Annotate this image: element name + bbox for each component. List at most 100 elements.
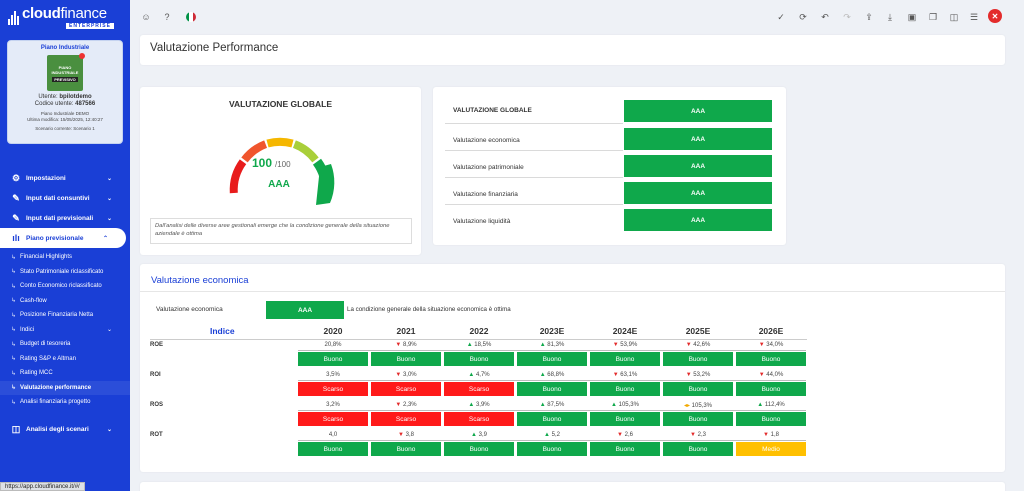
summary-label: Valutazione patrimoniale — [453, 164, 524, 171]
rating-badge: AAA — [624, 128, 772, 150]
sub-cash-flow[interactable]: ↳ Cash-flow — [11, 297, 47, 305]
sub-rating-sp[interactable]: ↳ Rating S&P e Altman — [11, 355, 76, 363]
rating-cell: Buono — [371, 352, 441, 366]
kpi-value: ▼ 63,1% — [612, 372, 638, 378]
copy-icon[interactable]: ❐ — [928, 11, 938, 22]
sub-arrow-icon: ↳ — [11, 370, 17, 377]
rating-cell: Scarso — [298, 412, 368, 426]
sub-indici[interactable]: ↳ Indici ⌄ — [11, 326, 112, 334]
sub-arrow-icon: ↳ — [11, 327, 17, 334]
italy-flag-icon[interactable] — [186, 12, 196, 22]
econ-rating-label: Valutazione economica — [156, 306, 223, 313]
rating-cell: Buono — [663, 382, 733, 396]
download-icon[interactable]: ⤓ — [888, 11, 892, 22]
trend-down-icon: ▼ — [395, 342, 403, 348]
check-icon[interactable]: ✓ — [777, 11, 785, 22]
columns-icon: ◫ — [11, 424, 21, 434]
rating-badge: AAA — [624, 100, 772, 122]
trend-down-icon: ▼ — [612, 372, 621, 378]
kpi-value: ▲ 5,2 — [544, 432, 560, 438]
logo-thin: finance — [60, 5, 108, 22]
nav-analisi-scenari[interactable]: ◫ Analisi degli scenari ⌄ — [0, 420, 130, 440]
user-code: 487566 — [75, 101, 96, 107]
nav-label: Piano previsionale — [26, 234, 84, 242]
code-line: Codice utente: 487566 — [34, 101, 96, 107]
column-header-year: 2026E — [758, 326, 784, 336]
sub-arrow-icon: ↳ — [11, 312, 17, 319]
gauge-max: /100 — [275, 160, 291, 169]
nav-piano-previsionale[interactable]: ılı Piano previsionale ⌃ — [0, 228, 126, 248]
rating-cell: Buono — [663, 352, 733, 366]
nav-label: Input dati consuntivi — [26, 194, 90, 202]
current-scenario: Scenario corrente: Scenario 1 — [35, 126, 95, 131]
kpi-value: ▼ 8,9% — [395, 342, 417, 348]
rating-cell: Buono — [590, 442, 660, 456]
sub-pfn[interactable]: ↳ Posizione Finanziaria Netta — [11, 312, 94, 319]
rating-cell: Buono — [590, 382, 660, 396]
row-divider — [298, 410, 806, 411]
rating-cell: Buono — [590, 352, 660, 366]
trend-up-icon: ▲ — [544, 432, 552, 438]
page-title: Valutazione Performance — [140, 35, 1005, 65]
sub-stato-patrimoniale[interactable]: ↳ Stato Patrimoniale riclassificato — [11, 268, 104, 276]
chevron-down-icon: ⌄ — [106, 427, 112, 433]
nav-impostazioni[interactable]: ⚙ Impostazioni ⌄ — [0, 168, 130, 188]
sub-arrow-icon: ↳ — [11, 254, 17, 261]
column-header-year: 2024E — [612, 326, 638, 336]
summary-label: Valutazione economica — [453, 137, 520, 144]
summary-row-finanziaria: Valutazione finanziaria AAA — [433, 181, 786, 208]
gear-icon: ⚙ — [11, 172, 21, 183]
notes-icon[interactable]: ☰ — [969, 11, 979, 22]
nav-label: Input dati previsionali — [26, 214, 94, 222]
thumb-line-2: INDUSTRIALE — [51, 69, 79, 75]
trend-down-icon: ▼ — [690, 432, 698, 438]
undo-icon[interactable]: ↶ — [821, 11, 829, 22]
chevron-down-icon: ⌄ — [106, 195, 112, 202]
edit-icon: ✎ — [12, 192, 20, 203]
kpi-value: ▲ 105,3% — [611, 402, 639, 408]
global-rating-panel: VALUTAZIONE GLOBALE 100 /100 AAA Dall'an… — [140, 87, 421, 255]
gauge-chart: 100 /100 AAA — [229, 137, 335, 205]
upload-icon[interactable]: ⇪ — [865, 11, 873, 22]
sub-arrow-icon: ↳ — [11, 341, 17, 348]
summary-row-economica: Valutazione economica AAA — [433, 127, 786, 154]
rating-badge: AAA — [624, 209, 772, 231]
rating-cell: Buono — [736, 412, 806, 426]
nav-input-consuntivi[interactable]: ✎ Input dati consuntivi ⌄ — [0, 188, 130, 208]
help-icon[interactable]: ? — [164, 12, 170, 22]
rating-cell: Buono — [444, 352, 514, 366]
plan-card: Piano Industriale PIANO INDUSTRIALE PREV… — [7, 40, 123, 144]
gauge-title: VALUTAZIONE GLOBALE — [228, 99, 333, 109]
logo-sub: ENTERPRISE — [66, 23, 114, 29]
sub-rating-mcc[interactable]: ↳ Rating MCC — [11, 370, 53, 377]
sub-valutazione-performance[interactable]: ↳ Valutazione performance — [0, 380, 130, 395]
gauge-score: 100 — [252, 156, 272, 170]
logo[interactable]: cloudfinance ENTERPRISE — [0, 0, 130, 36]
sub-conto-economico[interactable]: ↳ Conto Economico riclassificato — [11, 283, 102, 290]
plan-thumbnail[interactable]: PIANO INDUSTRIALE PREVISIVO — [47, 53, 85, 91]
column-header-year: 2025E — [685, 326, 711, 336]
gauge-seg-red — [229, 159, 247, 194]
redo-icon[interactable]: ↷ — [843, 11, 851, 22]
save-icon[interactable]: ▣ — [907, 11, 917, 22]
refresh-icon[interactable]: ⟳ — [799, 11, 807, 22]
sub-budget-tesoreria[interactable]: ↳ Budget di tesoreria — [11, 341, 71, 348]
row-divider — [298, 440, 806, 441]
sub-analisi-progetto[interactable]: ↳ Analisi finanziaria progetto — [11, 399, 91, 406]
trend-flat-icon: ◂▸ — [683, 403, 692, 409]
chevron-up-icon: ⌃ — [102, 235, 108, 242]
trend-up-icon: ▲ — [539, 402, 548, 408]
nav-input-previsionali[interactable]: ✎ Input dati previsionali ⌄ — [0, 208, 130, 228]
kpi-value: ▼ 2,3% — [395, 402, 417, 408]
kpi-value: ▼ 2,3 — [690, 432, 706, 438]
rating-cell: Buono — [517, 412, 587, 426]
close-icon[interactable]: ✕ — [988, 9, 1002, 23]
user-line: Utente: bpilotdemo — [38, 94, 92, 100]
kpi-value: 4,0 — [328, 432, 338, 438]
support-icon[interactable]: ☺ — [141, 12, 151, 22]
rating-cell: Scarso — [371, 382, 441, 396]
split-view-icon[interactable]: ◫ — [949, 11, 959, 22]
sub-financial-highlights[interactable]: ↳ Financial Highlights — [11, 254, 73, 261]
thumb-line-3: PREVISIVO — [52, 76, 78, 82]
summary-row-liquidita: Valutazione liquidità AAA — [433, 208, 786, 235]
